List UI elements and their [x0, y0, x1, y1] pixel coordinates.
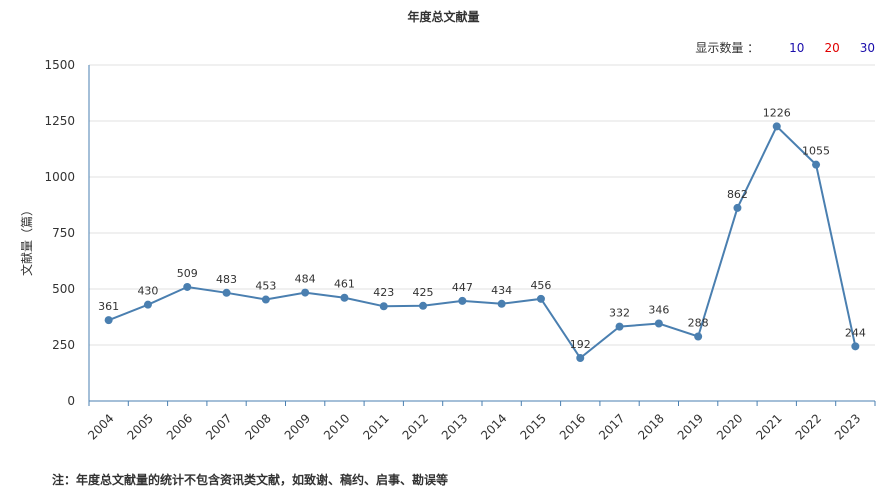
x-tick-label: 2005 — [125, 411, 156, 442]
data-label: 192 — [570, 338, 591, 351]
data-label: 1226 — [763, 106, 791, 119]
data-point — [812, 160, 821, 169]
data-point — [419, 301, 428, 310]
y-tick-label: 500 — [52, 282, 75, 296]
x-tick-label: 2017 — [596, 411, 627, 442]
data-point — [851, 342, 860, 351]
x-tick-label: 2016 — [557, 411, 588, 442]
series-line — [108, 124, 857, 360]
x-tick-label: 2010 — [321, 411, 352, 442]
data-point — [615, 322, 624, 331]
data-label: 862 — [727, 188, 748, 201]
footnote: 注：年度总文献量的统计不包含资讯类文献，如致谢、稿约、启事、勘误等 — [52, 473, 449, 487]
y-tick-label: 0 — [67, 394, 75, 408]
data-point — [379, 302, 388, 311]
data-label: 430 — [137, 285, 158, 298]
display-count-option-20[interactable]: 20 — [824, 40, 840, 55]
data-label: 509 — [177, 267, 198, 280]
x-tick-label: 2012 — [400, 411, 431, 442]
data-point — [143, 300, 152, 309]
data-label: 332 — [609, 307, 630, 320]
x-tick-label: 2022 — [793, 411, 824, 442]
data-label: 361 — [98, 300, 119, 313]
x-tick-label: 2009 — [282, 411, 313, 442]
data-point — [772, 122, 781, 131]
data-label: 461 — [334, 278, 355, 291]
y-tick-label: 250 — [52, 338, 75, 352]
display-count-selector: 显示数量 ： 10 20 30 — [695, 39, 875, 56]
x-tick-label: 2015 — [518, 411, 549, 442]
data-label: 346 — [648, 303, 669, 316]
x-tick-label: 2014 — [478, 411, 509, 442]
data-point — [536, 294, 545, 303]
data-label: 423 — [373, 286, 394, 299]
display-count-label: 显示数量 ： — [695, 41, 760, 55]
data-point — [261, 295, 270, 304]
x-tick-label: 2011 — [360, 411, 391, 442]
data-point — [694, 332, 703, 341]
data-label: 484 — [295, 273, 316, 286]
data-label: 425 — [413, 286, 434, 299]
x-tick-label: 2008 — [242, 411, 273, 442]
data-label: 453 — [255, 280, 276, 293]
x-tick-label: 2019 — [675, 411, 706, 442]
data-point — [458, 296, 467, 305]
data-label: 456 — [530, 279, 551, 292]
data-point — [301, 288, 310, 297]
x-tick-label: 2006 — [164, 411, 195, 442]
x-tick-label: 2018 — [635, 411, 666, 442]
data-point — [183, 282, 192, 291]
data-point — [733, 203, 742, 212]
y-tick-label: 1250 — [44, 114, 75, 128]
data-label: 288 — [688, 316, 709, 329]
data-label: 1055 — [802, 145, 830, 158]
chart-title: 年度总文献量 — [407, 10, 480, 24]
y-tick-label: 1500 — [44, 58, 75, 72]
data-label: 244 — [845, 326, 866, 339]
data-label: 434 — [491, 284, 512, 297]
display-count-option-10[interactable]: 10 — [789, 40, 805, 55]
data-label: 447 — [452, 281, 473, 294]
x-tick-label: 2023 — [832, 411, 863, 442]
x-tick-label: 2020 — [714, 411, 745, 442]
data-point — [104, 316, 113, 325]
display-count-option-30[interactable]: 30 — [859, 40, 875, 55]
x-tick-label: 2004 — [85, 411, 116, 442]
data-point — [497, 299, 506, 308]
y-tick-label: 750 — [52, 226, 75, 240]
x-tick-label: 2007 — [203, 411, 234, 442]
data-point — [340, 293, 349, 302]
data-label: 483 — [216, 273, 237, 286]
data-point — [576, 353, 585, 362]
x-tick-label: 2021 — [753, 411, 784, 442]
data-point — [654, 319, 663, 328]
data-point — [222, 288, 231, 297]
y-tick-label: 1000 — [44, 170, 75, 184]
x-tick-label: 2013 — [439, 411, 470, 442]
